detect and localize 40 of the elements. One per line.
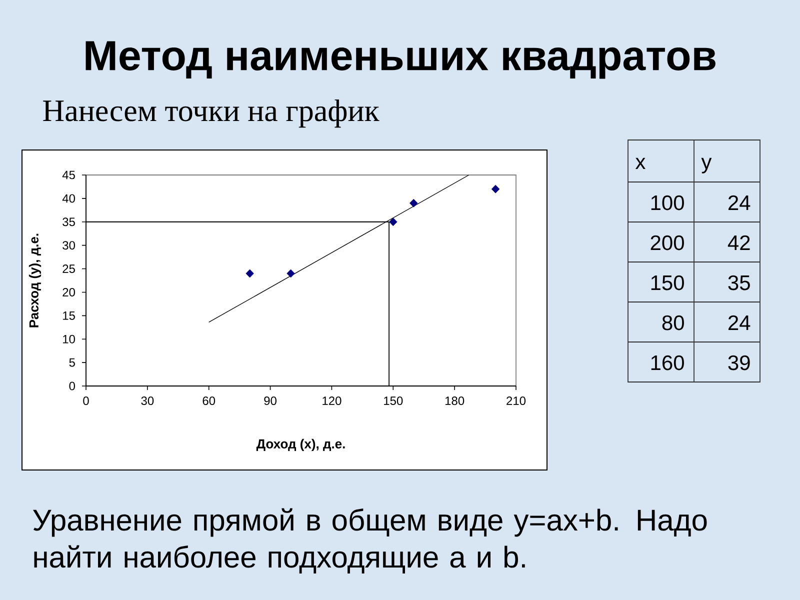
x-tick-label: 210 [506, 396, 526, 406]
x-axis-title: Доход (x), д.е. [256, 438, 345, 452]
point [286, 269, 295, 278]
text: 160 [651, 355, 684, 370]
point [246, 269, 254, 278]
y-tick-label: 20 [62, 288, 76, 296]
text: 150 [651, 275, 684, 290]
text: 24 [728, 315, 750, 330]
point [410, 198, 418, 208]
text: Уравнение прямой в общем виде y=ax+b. Надо найти наиболее подходящие a и b. [33, 508, 707, 574]
text: 100 [651, 195, 684, 210]
point [389, 218, 398, 226]
text: 42 [728, 235, 750, 250]
y-tick-label: 25 [62, 264, 75, 274]
x-tick-label: 150 [384, 396, 403, 406]
x-tick-label: 120 [322, 396, 342, 406]
y-tick-label: 40 [62, 194, 76, 203]
chart-subtitle: Нанесем точки на график [43, 99, 380, 128]
point [491, 184, 500, 194]
y-tick-label: 10 [63, 334, 76, 344]
category-label: x [635, 158, 646, 169]
text: 80 [662, 315, 684, 330]
y-tick-label: 45 [62, 170, 75, 180]
x-tick-label: 0 [83, 396, 89, 406]
y-tick-label: 15 [63, 311, 75, 320]
chart-title: Метод наименьших квадратов [86, 41, 716, 79]
y-tick-label: 30 [62, 241, 76, 250]
x-tick-label: 60 [202, 396, 216, 406]
x-tick-label: 30 [141, 396, 154, 406]
y-tick-label: 5 [69, 358, 75, 367]
y-axis-title: Расход (y), д.е. [28, 234, 42, 328]
text: 35 [728, 275, 750, 290]
y-tick-label: 35 [62, 218, 75, 226]
text: 39 [728, 355, 750, 370]
y-tick-label: 0 [69, 382, 76, 390]
x-tick-label: 90 [264, 396, 276, 406]
text: 24 [728, 195, 750, 210]
text: 200 [650, 235, 684, 250]
category-label: y [701, 158, 712, 174]
x-tick-label: 180 [445, 396, 464, 406]
